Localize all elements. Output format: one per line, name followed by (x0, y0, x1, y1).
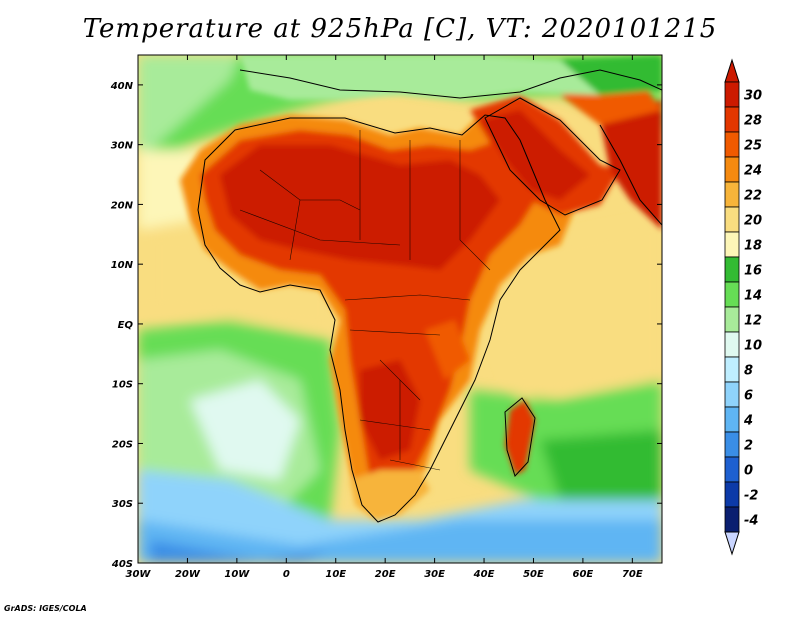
colorbar-segment (724, 131, 740, 158)
colorbar-label: 0 (744, 464, 753, 479)
colorbar-segment (724, 481, 740, 508)
lat-tick-label: 40S (111, 559, 133, 570)
colorbar-segment (724, 506, 740, 533)
lat-tick-label: 30N (111, 141, 134, 152)
lat-tick-label: 40N (110, 81, 134, 92)
colorbar-label: 20 (744, 214, 762, 229)
coastlines (197, 69, 662, 523)
lon-tick-label: 20E (375, 569, 396, 580)
colorbar-segment (724, 431, 740, 458)
colorbar-bottom-arrow (724, 531, 740, 556)
lat-tick-label: EQ (118, 320, 134, 331)
country-borders (239, 130, 491, 471)
map-frame (137, 54, 663, 564)
lon-tick-label: 30W (126, 569, 152, 580)
lon-tick-label: 30E (424, 569, 445, 580)
map-title: Temperature at 925hPa [C], VT: 202010121… (82, 14, 718, 44)
colorbar-label: 6 (744, 389, 753, 404)
colorbar-label: 16 (744, 264, 762, 279)
colorbar-label: 2 (744, 439, 753, 454)
colorbar-segment (724, 181, 740, 208)
grads-credit: GrADS: IGES/COLA (4, 604, 87, 613)
colorbar-label: 8 (744, 364, 753, 379)
latitude-axis: 40N 30N 20N 10N EQ 10S 20S 30S 40S (110, 81, 662, 570)
colorbar-label: -2 (744, 489, 758, 504)
lat-tick-label: 30S (112, 499, 133, 510)
lat-tick-label: 10N (111, 260, 134, 271)
colorbar-label: 12 (744, 314, 762, 329)
colorbar-label: 24 (744, 164, 762, 179)
colorbar-segment (724, 306, 740, 333)
colorbar-top-arrow (724, 58, 740, 83)
lat-tick-label: 10S (112, 380, 133, 391)
temperature-field (138, 55, 662, 563)
colorbar-label: 25 (744, 139, 762, 154)
lon-tick-label: 10W (224, 569, 250, 580)
colorbar-segment (724, 231, 740, 258)
colorbar-segment (724, 381, 740, 408)
lat-tick-label: 20S (112, 439, 133, 450)
lon-tick-label: 70E (622, 569, 643, 580)
lon-tick-label: 60E (573, 569, 594, 580)
colorbar-segment (724, 281, 740, 308)
colorbar-label: 4 (743, 414, 753, 429)
lat-tick-label: 20N (111, 200, 134, 211)
colorbar-segment (724, 331, 740, 358)
colorbar-segment (724, 106, 740, 133)
colorbar-segment (724, 81, 740, 108)
colorbar-label: 28 (744, 114, 762, 129)
lon-tick-label: 20W (175, 569, 201, 580)
lon-tick-label: 10E (325, 569, 346, 580)
lon-tick-label: 0 (283, 569, 290, 580)
colorbar-label: 30 (744, 89, 762, 104)
colorbar-label: -4 (744, 514, 758, 529)
lon-tick-label: 50E (523, 569, 544, 580)
colorbar-segment (724, 406, 740, 433)
colorbar-segment (724, 156, 740, 183)
colorbar-segment (724, 256, 740, 283)
colorbar-label: 14 (744, 289, 762, 304)
longitude-axis: 30W 20W 10W 0 10E 20E 30E 40E 50E 60E 70E (126, 55, 643, 580)
colorbar-segment (724, 456, 740, 483)
colorbar-segment (724, 206, 740, 233)
colorbar-label: 22 (744, 189, 762, 204)
colorbar-label: 18 (744, 239, 762, 254)
colorbar-segment (724, 356, 740, 383)
lon-tick-label: 40E (473, 569, 495, 580)
colorbar-label: 10 (744, 339, 762, 354)
